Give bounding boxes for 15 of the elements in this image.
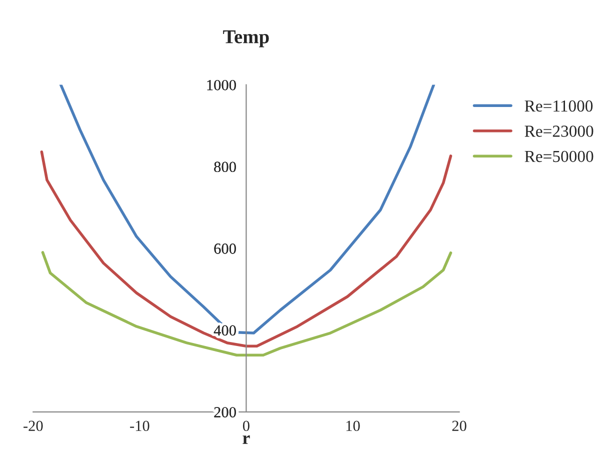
y-tick-label: 800 <box>214 162 236 172</box>
x-axis-title: r <box>242 435 250 444</box>
x-tick-label: 0 <box>242 420 250 432</box>
y-tick-label: 600 <box>214 244 236 254</box>
x-tick-label: -10 <box>130 420 150 432</box>
y-tick-label: 1000 <box>207 80 236 90</box>
legend-label: Re=23000 <box>524 126 594 137</box>
x-tick-label: 20 <box>452 420 466 432</box>
legend-label: Re=50000 <box>524 150 594 162</box>
line-series <box>40 150 452 348</box>
legend-label: Re=11000 <box>524 100 593 112</box>
y-tick-label: 200 <box>214 407 236 418</box>
chart-title: Temp <box>223 30 269 48</box>
x-tick-label: 10 <box>346 420 360 432</box>
x-tick-label: -20 <box>24 420 43 432</box>
